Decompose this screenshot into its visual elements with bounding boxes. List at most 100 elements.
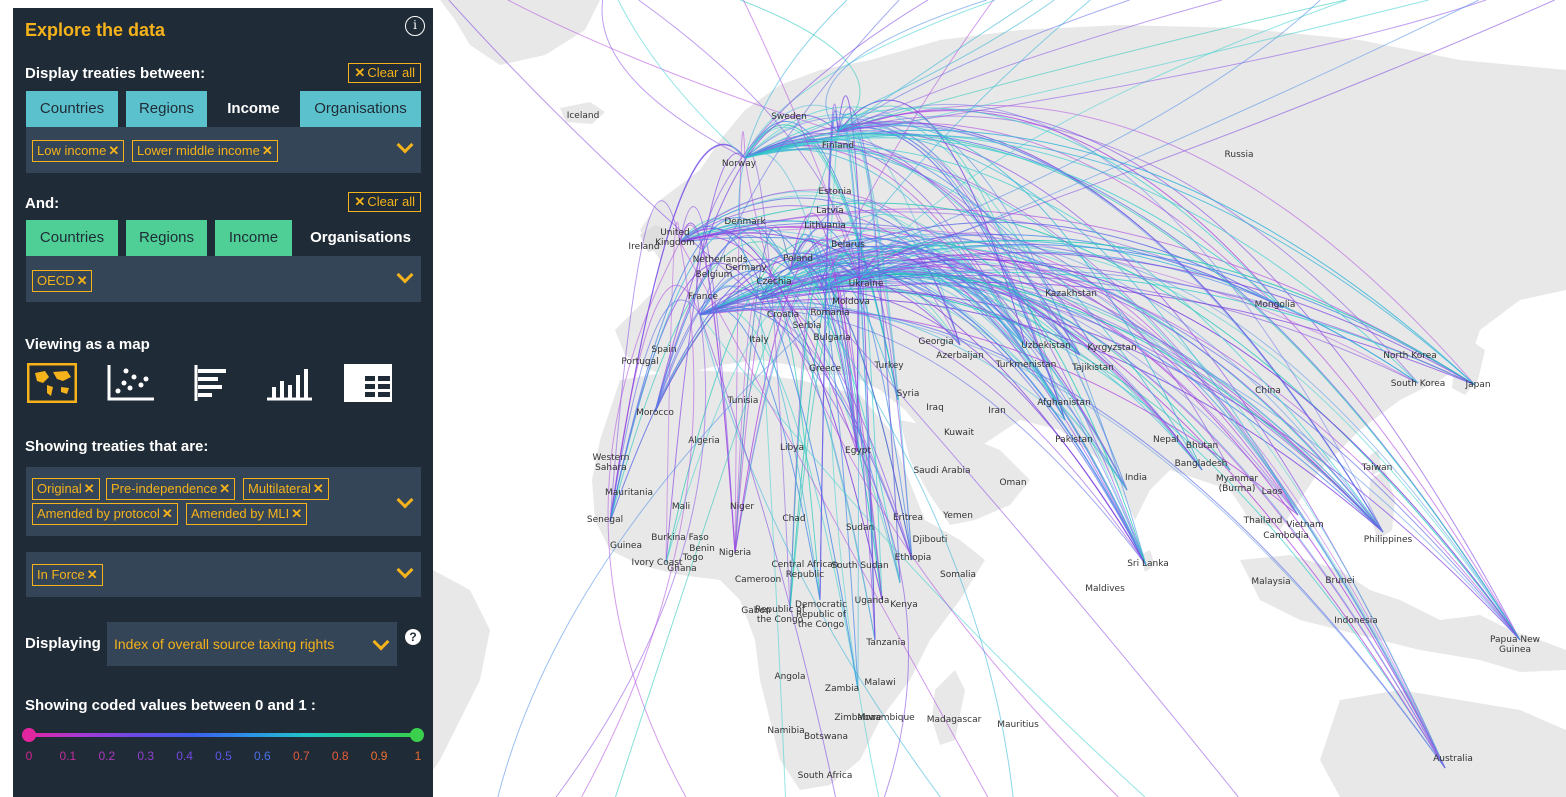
map-country-label: Central African Republic [771, 560, 839, 580]
treaty-line [617, 0, 746, 159]
chip-amended-by-mli[interactable]: Amended by MLI ✕ [186, 503, 308, 525]
map-country-label: Libya [779, 443, 805, 453]
map-country-label: Philippines [1363, 535, 1413, 545]
chip-lower-middle-income[interactable]: Lower middle income ✕ [132, 140, 278, 162]
treaty-line [679, 206, 736, 554]
map-country-label: Uganda [854, 596, 890, 606]
treaty-line [742, 0, 861, 281]
tab-regions-2[interactable]: Regions [126, 220, 207, 256]
range-slider-track[interactable] [27, 733, 417, 737]
chevron-down-icon[interactable] [396, 561, 414, 579]
world-map-icon[interactable] [27, 363, 77, 403]
treaty-line [744, 134, 1419, 384]
treaty-line [759, 255, 1147, 566]
map-country-label: Turkmenistan [995, 360, 1057, 370]
map-country-label: Portugal [621, 357, 659, 367]
clear-all-button-1[interactable]: ✕ Clear all [348, 63, 421, 83]
treaty-line [734, 238, 861, 554]
chip-label: OECD [37, 273, 75, 288]
map-country-label: Guinea [610, 541, 642, 551]
treaty-line [699, 240, 1419, 384]
selection-box-1[interactable]: Low income ✕ Lower middle income ✕ [26, 127, 421, 173]
map-country-label: Nepal [1153, 435, 1179, 445]
chip-label: In Force [37, 567, 85, 582]
chip-low-income[interactable]: Low income ✕ [32, 140, 125, 162]
treaty-line [789, 269, 1014, 797]
tab-regions-1[interactable]: Regions [126, 91, 207, 127]
slider-handle-max[interactable] [410, 728, 424, 742]
horizontal-bar-icon[interactable] [185, 363, 235, 403]
treaty-line [789, 234, 961, 346]
chip-original[interactable]: Original ✕ [32, 478, 100, 500]
treaty-line [679, 189, 1128, 491]
clear-all-button-2[interactable]: ✕ Clear all [348, 192, 421, 212]
chip-label: Low income [37, 143, 107, 158]
treaty-line [837, 109, 1521, 641]
chip-in-force[interactable]: In Force ✕ [32, 564, 103, 586]
treaty-line [665, 152, 746, 564]
treaty-line [789, 269, 1239, 797]
vertical-bar-icon[interactable] [264, 363, 314, 403]
map-country-label: Ivory Coast [631, 558, 683, 568]
treaty-line [859, 241, 1147, 566]
treaty-line [859, 266, 1066, 421]
showing-label: Showing treaties that are: [25, 438, 209, 455]
chevron-down-icon [372, 633, 390, 651]
slider-tick-label: 0.7 [292, 749, 310, 763]
map-country-label: Mauritania [605, 488, 653, 498]
treaty-line [699, 0, 900, 316]
chip-amended-by-protocol[interactable]: Amended by protocol ✕ [32, 503, 178, 525]
tab-income-2[interactable]: Income [215, 220, 292, 256]
chip-oecd[interactable]: OECD ✕ [32, 270, 93, 292]
chip-pre-independence[interactable]: Pre-independence ✕ [106, 478, 236, 500]
chevron-down-icon[interactable] [396, 266, 414, 284]
treaty-line [699, 273, 876, 641]
treaty-line [699, 306, 1446, 769]
treaty-line [699, 306, 913, 561]
scatter-icon[interactable] [106, 363, 156, 403]
treaty-line [448, 0, 761, 301]
tab-countries-2[interactable]: Countries [26, 220, 118, 256]
selection-box-4[interactable]: In Force ✕ [26, 552, 421, 597]
table-icon[interactable] [343, 363, 393, 403]
map-country-label: Maldives [1085, 584, 1125, 594]
treaty-line [699, 314, 837, 797]
treaty-line [609, 241, 821, 523]
treaty-line [679, 211, 1284, 309]
chip-label: Amended by MLI [191, 506, 290, 521]
chevron-down-icon[interactable] [396, 491, 414, 509]
chip-multilateral[interactable]: Multilateral ✕ [243, 478, 329, 500]
map-country-label: Sri Lanka [1127, 559, 1169, 569]
chevron-down-icon[interactable] [396, 136, 414, 154]
displaying-label: Displaying [25, 635, 101, 652]
treaty-line [679, 220, 1203, 471]
map-country-label: Indonesia [1334, 616, 1378, 626]
map-country-label: Cameroon [734, 575, 782, 585]
tab-countries-1[interactable]: Countries [26, 91, 118, 127]
map-country-label: Greece [808, 364, 842, 374]
map-country-label: Ghana [667, 564, 697, 574]
selection-box-2[interactable]: OECD ✕ [26, 256, 421, 302]
tab-organisations-1[interactable]: Organisations [300, 91, 421, 127]
treaty-line [699, 252, 1476, 386]
slider-handle-min[interactable] [22, 728, 36, 742]
tab-income-1[interactable]: Income [215, 91, 292, 127]
info-icon[interactable]: i [405, 16, 425, 36]
map-country-label: Namibia [767, 726, 805, 736]
map-country-label: Iceland [566, 111, 600, 121]
treaty-line [819, 0, 994, 291]
help-icon[interactable]: ? [405, 629, 421, 645]
treaty-line [789, 229, 1147, 566]
treaty-line [789, 212, 858, 453]
map-country-label: South Africa [797, 771, 853, 781]
treaty-line [789, 214, 1027, 348]
selection-box-3[interactable]: Original ✕ Pre-independence ✕ Multilateral… [26, 467, 421, 536]
treaty-line [759, 264, 913, 561]
map-country-label: Niger [729, 502, 755, 512]
slider-tick-label: 0 [25, 749, 33, 763]
map-country-label: Australia [1433, 754, 1473, 764]
displaying-dropdown[interactable]: Index of overall source taxing rights [107, 622, 397, 666]
tab-organisations-2[interactable]: Organisations [300, 220, 421, 256]
